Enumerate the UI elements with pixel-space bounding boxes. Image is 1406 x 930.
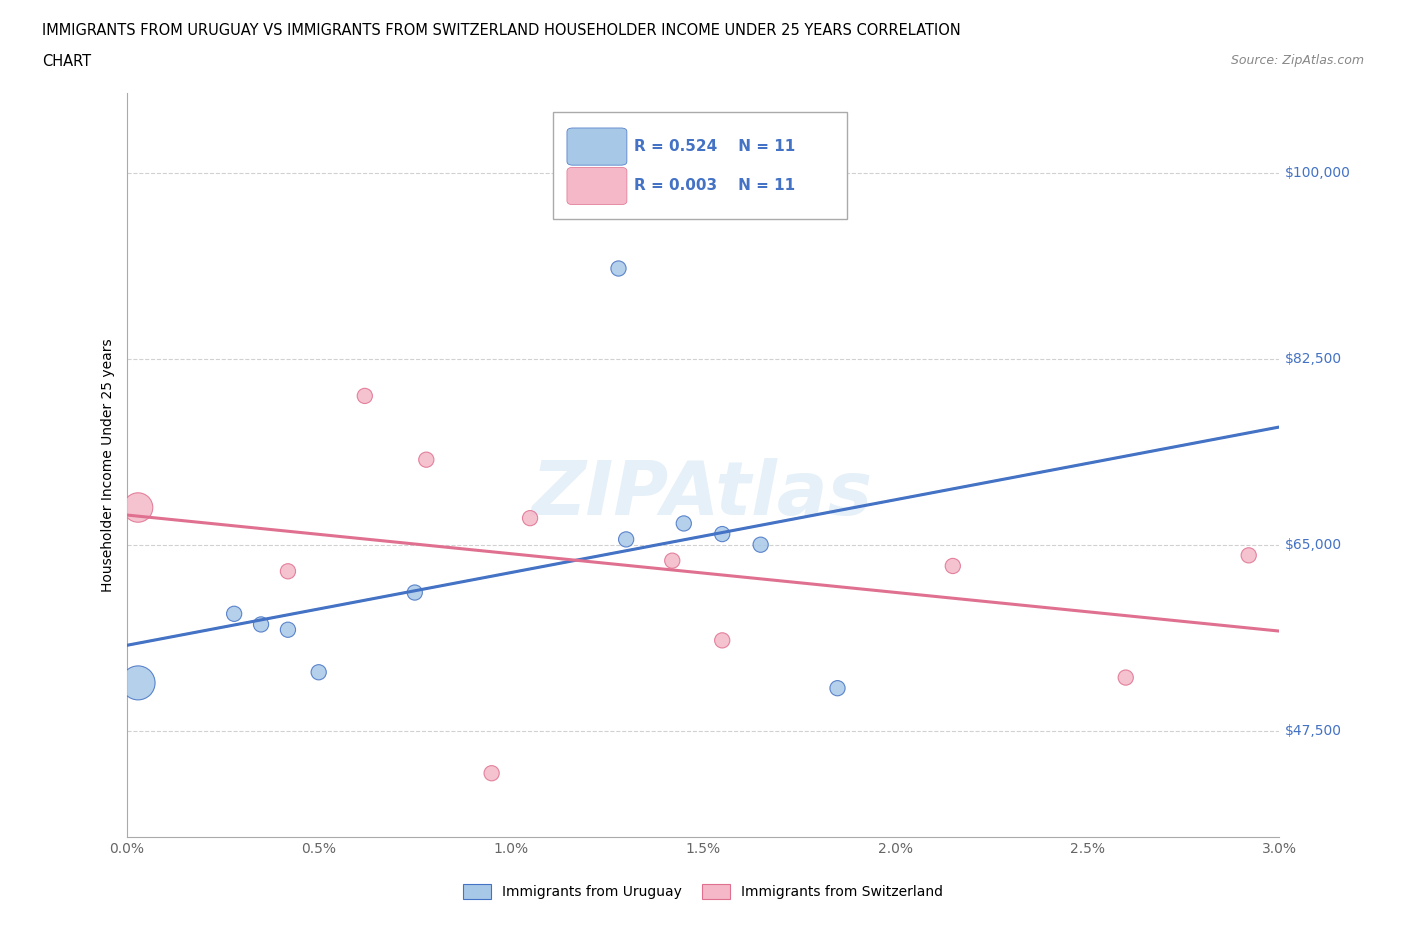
- Text: ZIPAtlas: ZIPAtlas: [533, 458, 873, 531]
- Text: R = 0.003    N = 11: R = 0.003 N = 11: [634, 179, 794, 193]
- Point: [127, 675, 149, 690]
- Point: [277, 564, 299, 578]
- FancyBboxPatch shape: [567, 128, 627, 166]
- Point: [711, 526, 734, 541]
- Point: [711, 633, 734, 648]
- Text: R = 0.524    N = 11: R = 0.524 N = 11: [634, 140, 794, 154]
- Point: [250, 617, 273, 631]
- Point: [224, 606, 246, 621]
- Point: [614, 532, 637, 547]
- Point: [607, 261, 630, 276]
- Point: [942, 559, 965, 574]
- Point: [308, 665, 330, 680]
- Text: $82,500: $82,500: [1285, 352, 1343, 365]
- Text: $47,500: $47,500: [1285, 724, 1343, 737]
- Legend: Immigrants from Uruguay, Immigrants from Switzerland: Immigrants from Uruguay, Immigrants from…: [457, 878, 949, 905]
- Text: CHART: CHART: [42, 54, 91, 69]
- FancyBboxPatch shape: [553, 112, 846, 219]
- Point: [353, 389, 375, 404]
- FancyBboxPatch shape: [567, 167, 627, 205]
- Point: [749, 538, 772, 552]
- Text: $100,000: $100,000: [1285, 166, 1351, 179]
- Y-axis label: Householder Income Under 25 years: Householder Income Under 25 years: [101, 339, 115, 591]
- Point: [827, 681, 849, 696]
- Text: $65,000: $65,000: [1285, 538, 1343, 551]
- Point: [1115, 671, 1137, 685]
- Point: [1237, 548, 1260, 563]
- Point: [481, 765, 503, 780]
- Point: [404, 585, 426, 600]
- Point: [661, 553, 683, 568]
- Point: [519, 511, 541, 525]
- Text: Source: ZipAtlas.com: Source: ZipAtlas.com: [1230, 54, 1364, 67]
- Point: [127, 500, 149, 515]
- Point: [672, 516, 695, 531]
- Point: [277, 622, 299, 637]
- Text: IMMIGRANTS FROM URUGUAY VS IMMIGRANTS FROM SWITZERLAND HOUSEHOLDER INCOME UNDER : IMMIGRANTS FROM URUGUAY VS IMMIGRANTS FR…: [42, 23, 960, 38]
- Point: [415, 452, 437, 467]
